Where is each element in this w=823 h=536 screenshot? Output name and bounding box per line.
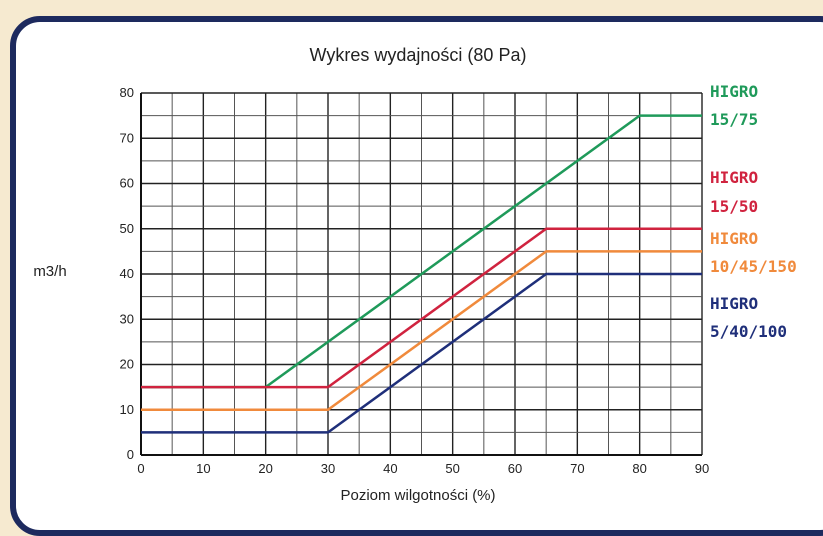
legend-label: HIGRO bbox=[710, 229, 758, 248]
legend: HIGRO 15/75 HIGRO 15/50 HIGRO 10/45/150 HIGRO 5… bbox=[710, 82, 797, 341]
x-tick-label: 90 bbox=[695, 461, 709, 476]
x-axis-label: Poziom wilgotności (%) bbox=[340, 487, 495, 504]
legend-label: 5/40/100 bbox=[710, 322, 787, 341]
legend-label: HIGRO bbox=[710, 82, 758, 101]
y-tick-label: 50 bbox=[120, 221, 134, 236]
x-tick-label: 40 bbox=[383, 461, 397, 476]
y-tick-label: 80 bbox=[120, 85, 134, 100]
legend-label: HIGRO bbox=[710, 294, 758, 313]
x-tick-label: 0 bbox=[137, 461, 144, 476]
y-tick-label: 70 bbox=[120, 130, 134, 145]
y-tick-label: 10 bbox=[120, 402, 134, 417]
y-tick-label: 40 bbox=[120, 266, 134, 281]
x-tick-label: 20 bbox=[258, 461, 272, 476]
x-tick-label: 50 bbox=[445, 461, 459, 476]
series-line bbox=[141, 272, 702, 434]
x-tick-label: 10 bbox=[196, 461, 210, 476]
legend-label: 10/45/150 bbox=[710, 257, 797, 276]
legend-label: HIGRO bbox=[710, 168, 758, 187]
y-tick-label: 20 bbox=[120, 357, 134, 372]
chart-svg: Wykres wydajności (80 Pa) m3/h Poziom wi… bbox=[33, 45, 797, 504]
series-line bbox=[141, 250, 702, 411]
y-tick-label: 30 bbox=[120, 311, 134, 326]
x-tick-label: 70 bbox=[570, 461, 584, 476]
x-tick-label: 60 bbox=[508, 461, 522, 476]
legend-label: 15/75 bbox=[710, 110, 758, 129]
legend-label: 15/50 bbox=[710, 197, 758, 216]
chart-title: Wykres wydajności (80 Pa) bbox=[310, 45, 527, 65]
series-line bbox=[141, 227, 702, 389]
y-tick-label: 60 bbox=[120, 176, 134, 191]
chart-frame bbox=[10, 16, 823, 536]
series-lines bbox=[141, 114, 702, 434]
x-tick-label: 80 bbox=[632, 461, 646, 476]
tick-labels: 0 10 20 30 40 50 60 70 80 90 0 10 20 30 40 50 60 70 80 bbox=[120, 85, 710, 476]
x-tick-label: 30 bbox=[321, 461, 335, 476]
y-axis-label: m3/h bbox=[33, 263, 66, 280]
y-tick-label: 0 bbox=[127, 447, 134, 462]
